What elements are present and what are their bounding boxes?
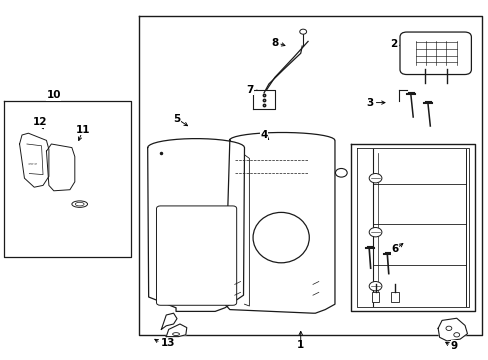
Polygon shape [20,133,49,187]
Ellipse shape [172,333,179,336]
Polygon shape [147,139,244,311]
Circle shape [368,282,381,291]
Circle shape [299,29,306,34]
Polygon shape [166,324,186,337]
Text: 9: 9 [450,341,457,351]
Text: 13: 13 [160,338,175,348]
Text: 10: 10 [46,90,61,100]
Text: 11: 11 [76,125,90,135]
Ellipse shape [252,212,308,263]
Polygon shape [224,132,334,313]
Bar [390,292,398,302]
Text: 6: 6 [391,244,398,255]
Text: 3: 3 [366,98,373,108]
Ellipse shape [72,201,87,207]
Text: 12: 12 [33,117,47,127]
Text: >>>: >>> [28,161,39,165]
Polygon shape [161,313,177,329]
FancyBboxPatch shape [156,206,236,305]
Circle shape [368,174,381,183]
Circle shape [453,333,459,337]
Text: 7: 7 [245,85,253,95]
Text: 5: 5 [173,114,180,124]
Bar [371,292,379,302]
Text: 2: 2 [389,39,396,49]
Circle shape [445,326,451,330]
Circle shape [335,168,346,177]
Circle shape [368,228,381,237]
Ellipse shape [75,202,84,206]
Polygon shape [46,144,75,191]
Text: 4: 4 [260,130,267,140]
Text: 8: 8 [270,38,278,48]
Polygon shape [437,318,467,341]
FancyBboxPatch shape [399,32,470,75]
Polygon shape [253,90,274,109]
Text: 1: 1 [297,340,304,350]
